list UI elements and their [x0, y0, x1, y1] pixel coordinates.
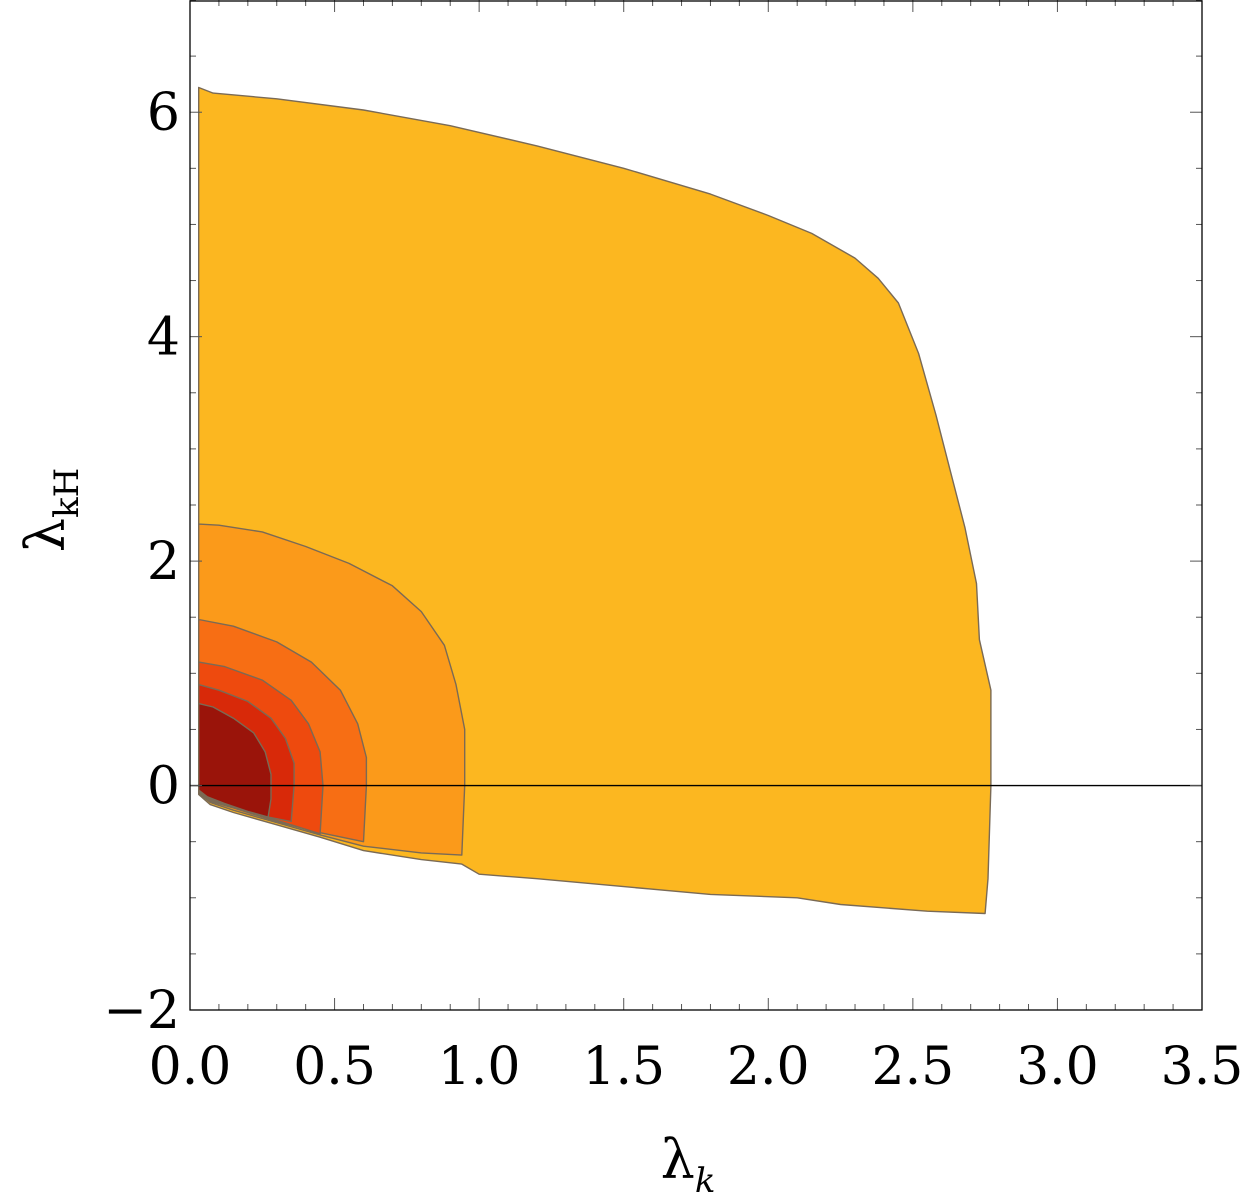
axis-ticks — [189, 0, 1203, 1011]
contour-regions — [197, 86, 992, 915]
y-axis-subscript: kH — [47, 468, 87, 518]
x-tick-label: 3.5 — [1161, 1037, 1244, 1097]
x-tick-label: 0.0 — [149, 1037, 232, 1097]
y-axis-title: λkH — [14, 468, 87, 553]
x-axis-subscript: k — [695, 1161, 716, 1200]
y-tick-label: 2 — [147, 532, 180, 592]
contour-region-6 — [197, 702, 272, 818]
x-tick-label: 2.5 — [872, 1037, 955, 1097]
x-tick-label: 1.0 — [438, 1037, 521, 1097]
x-tick-label: 0.5 — [293, 1037, 376, 1097]
y-tick-label: −2 — [103, 981, 180, 1041]
y-tick-labels: −2 0 2 4 6 — [103, 83, 180, 1041]
x-axis-symbol: λ — [661, 1128, 695, 1191]
y-tick-label: 6 — [147, 83, 180, 143]
y-axis-symbol: λ — [14, 518, 77, 552]
y-tick-label: 0 — [147, 757, 180, 817]
x-tick-label: 2.0 — [727, 1037, 810, 1097]
y-tick-label: 4 — [147, 308, 180, 368]
x-tick-label: 1.5 — [582, 1037, 665, 1097]
plot-frame — [189, 0, 1203, 1011]
x-axis-title: λk — [661, 1128, 716, 1200]
x-tick-label: 3.0 — [1016, 1037, 1099, 1097]
x-tick-labels: 0.0 0.5 1.0 1.5 2.0 2.5 3.0 3.5 — [149, 1037, 1244, 1097]
